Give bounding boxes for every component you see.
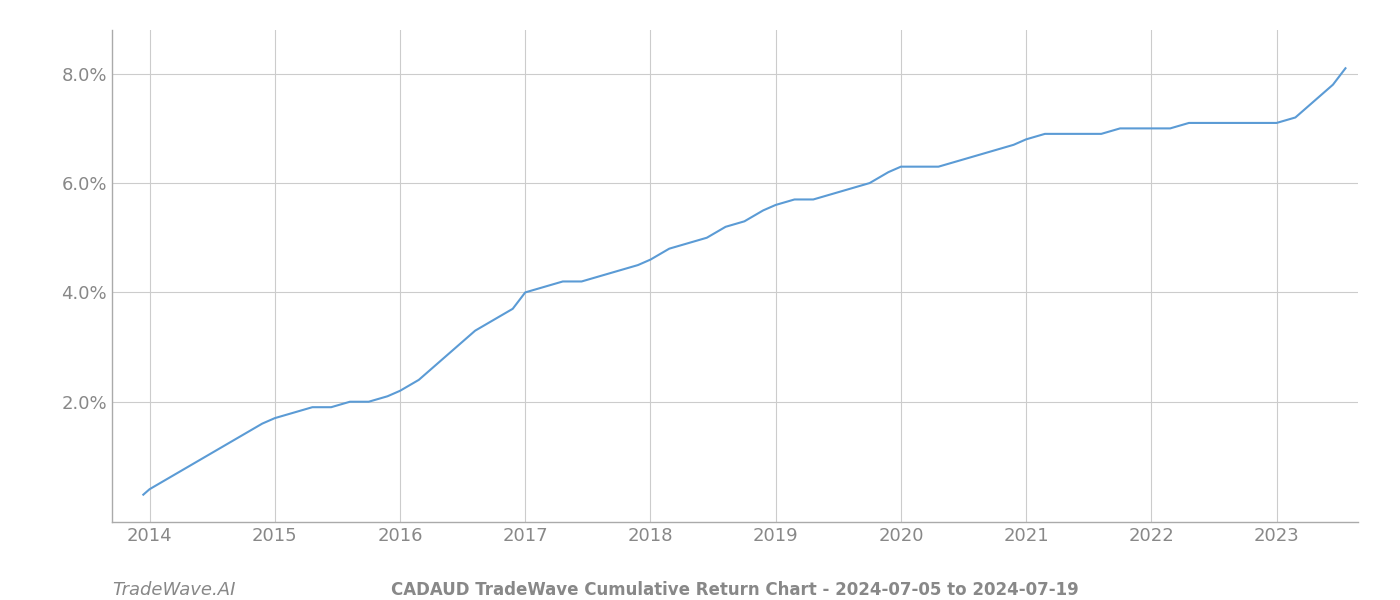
Text: CADAUD TradeWave Cumulative Return Chart - 2024-07-05 to 2024-07-19: CADAUD TradeWave Cumulative Return Chart… [391,581,1079,599]
Text: TradeWave.AI: TradeWave.AI [112,581,235,599]
